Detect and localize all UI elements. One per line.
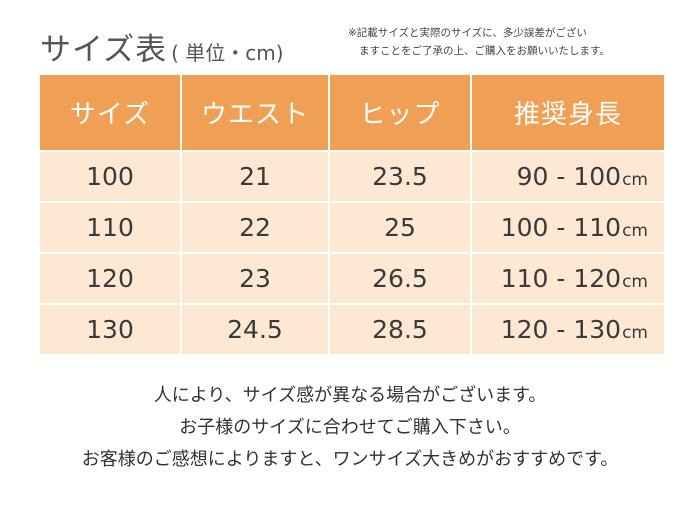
cell-height: 90 - 100cm	[472, 150, 664, 201]
footer-notes: 人により、サイズ感が異なる場合がございます。 お子様のサイズに合わせてご購入下さ…	[0, 380, 700, 476]
cell-size: 120	[40, 252, 182, 303]
cell-height: 110 - 120cm	[472, 252, 664, 303]
size-note: ※記載サイズと実際のサイズに、多少誤差がござい ますことをご了承の上、ご購入をお…	[348, 24, 688, 60]
table-header-row: サイズ ウエスト ヒップ 推奨身長	[40, 75, 664, 150]
note-line-1: ※記載サイズと実際のサイズに、多少誤差がござい	[348, 27, 587, 39]
footer-line-3: お客様のご感想によりますと、ワンサイズ大きめがおすすめです。	[81, 449, 619, 470]
unit-cm: cm	[622, 221, 648, 241]
cell-height: 100 - 110cm	[472, 201, 664, 252]
cell-hip: 26.5	[330, 252, 472, 303]
footer-line-2: お子様のサイズに合わせてご購入下さい。	[179, 417, 521, 438]
note-line-2: ますことをご了承の上、ご購入をお願いいたします。	[359, 45, 610, 57]
height-range: 90 - 100	[516, 162, 622, 191]
header-waist: ウエスト	[182, 75, 330, 150]
unit-cm: cm	[622, 170, 648, 190]
footer-line-1: 人により、サイズ感が異なる場合がございます。	[153, 385, 547, 406]
height-range: 120 - 130	[500, 315, 622, 344]
table-row: 130 24.5 28.5 120 - 130cm	[40, 303, 664, 354]
cell-size: 130	[40, 303, 182, 354]
cell-waist: 21	[182, 150, 330, 201]
cell-waist: 23	[182, 252, 330, 303]
cell-hip: 25	[330, 201, 472, 252]
unit-cm: cm	[622, 323, 648, 343]
cell-waist: 24.5	[182, 303, 330, 354]
cell-height: 120 - 130cm	[472, 303, 664, 354]
table-row: 110 22 25 100 - 110cm	[40, 201, 664, 252]
table-row: 100 21 23.5 90 - 100cm	[40, 150, 664, 201]
table-row: 120 23 26.5 110 - 120cm	[40, 252, 664, 303]
header-hip: ヒップ	[330, 75, 472, 150]
cell-hip: 23.5	[330, 150, 472, 201]
header-height: 推奨身長	[472, 75, 664, 150]
height-range: 110 - 120	[500, 264, 622, 293]
unit-label: ( 単位・cm)	[171, 41, 284, 65]
unit-cm: cm	[622, 272, 648, 292]
page-title: サイズ表	[40, 32, 168, 68]
size-table: サイズ ウエスト ヒップ 推奨身長 100 21 23.5 90 - 100cm…	[40, 75, 664, 354]
cell-hip: 28.5	[330, 303, 472, 354]
cell-size: 110	[40, 201, 182, 252]
height-range: 100 - 110	[500, 213, 622, 242]
header-size: サイズ	[40, 75, 182, 150]
title-block: サイズ表( 単位・cm)	[40, 24, 284, 69]
cell-waist: 22	[182, 201, 330, 252]
cell-size: 100	[40, 150, 182, 201]
